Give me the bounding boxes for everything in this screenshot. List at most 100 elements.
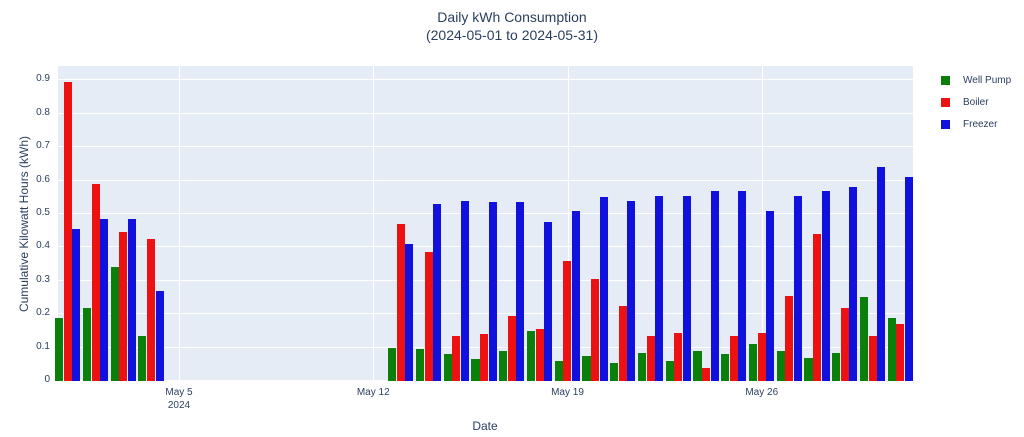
bar-boiler-may-14[interactable] bbox=[424, 252, 433, 381]
bar-freezer-may-25[interactable] bbox=[738, 191, 747, 381]
bar-freezer-may-1[interactable] bbox=[72, 229, 81, 381]
x-axis-title: Date bbox=[472, 419, 498, 433]
bar-freezer-may-20[interactable] bbox=[599, 197, 608, 381]
gridline-horizontal bbox=[58, 246, 913, 248]
bar-well-pump-may-26[interactable] bbox=[748, 344, 758, 381]
bar-well-pump-may-17[interactable] bbox=[499, 351, 508, 381]
bar-boiler-may-23[interactable] bbox=[674, 333, 683, 381]
legend-swatch-well-pump bbox=[941, 75, 950, 85]
y-tick-label: 0.4 bbox=[36, 240, 50, 252]
bar-freezer-may-30[interactable] bbox=[877, 167, 886, 381]
legend-item-freezer[interactable]: Freezer bbox=[941, 113, 1011, 135]
bar-freezer-may-28[interactable] bbox=[821, 191, 830, 381]
plot-area[interactable] bbox=[55, 66, 913, 381]
bar-freezer-may-22[interactable] bbox=[655, 196, 664, 381]
bar-freezer-may-17[interactable] bbox=[516, 202, 525, 381]
y-tick-label: 0.3 bbox=[36, 273, 50, 285]
bar-well-pump-may-4[interactable] bbox=[138, 336, 147, 381]
bar-boiler-may-3[interactable] bbox=[119, 232, 128, 381]
chart-title-line1: Daily kWh Consumption bbox=[437, 9, 587, 25]
bar-well-pump-may-21[interactable] bbox=[610, 363, 619, 381]
bar-freezer-may-16[interactable] bbox=[488, 202, 497, 381]
bar-boiler-may-16[interactable] bbox=[480, 334, 489, 381]
bar-boiler-may-25[interactable] bbox=[729, 336, 738, 381]
legend: Well Pump Boiler Freezer bbox=[941, 69, 1011, 135]
bar-freezer-may-31[interactable] bbox=[904, 177, 913, 381]
bar-freezer-may-13[interactable] bbox=[405, 244, 414, 381]
bar-well-pump-may-20[interactable] bbox=[582, 356, 591, 381]
bar-well-pump-may-15[interactable] bbox=[443, 354, 452, 381]
bar-well-pump-may-16[interactable] bbox=[471, 359, 480, 381]
bar-boiler-may-20[interactable] bbox=[591, 279, 600, 381]
bar-well-pump-may-28[interactable] bbox=[804, 358, 813, 381]
legend-swatch-freezer bbox=[941, 119, 950, 129]
bar-well-pump-may-19[interactable] bbox=[554, 361, 563, 381]
bar-boiler-may-17[interactable] bbox=[507, 316, 516, 381]
bar-well-pump-may-14[interactable] bbox=[415, 349, 425, 381]
legend-item-well-pump[interactable]: Well Pump bbox=[941, 69, 1011, 91]
bar-freezer-may-29[interactable] bbox=[849, 187, 858, 381]
bar-boiler-may-1[interactable] bbox=[63, 82, 72, 381]
bar-boiler-may-19[interactable] bbox=[563, 261, 572, 381]
bar-boiler-may-22[interactable] bbox=[646, 336, 655, 381]
bar-boiler-may-24[interactable] bbox=[702, 368, 711, 381]
y-tick-label: 0.8 bbox=[36, 106, 50, 118]
bar-freezer-may-21[interactable] bbox=[627, 201, 636, 381]
gridline-horizontal bbox=[58, 146, 913, 148]
y-tick-label: 0.5 bbox=[36, 207, 50, 218]
bar-well-pump-may-31[interactable] bbox=[887, 318, 896, 381]
legend-label-well-pump: Well Pump bbox=[963, 74, 1012, 86]
bar-boiler-may-31[interactable] bbox=[896, 324, 905, 381]
bar-freezer-may-4[interactable] bbox=[155, 291, 164, 381]
bar-boiler-may-18[interactable] bbox=[535, 329, 544, 381]
bar-well-pump-may-1[interactable] bbox=[55, 318, 64, 381]
bar-freezer-may-2[interactable] bbox=[100, 219, 109, 381]
bar-boiler-may-2[interactable] bbox=[91, 184, 100, 381]
bar-freezer-may-24[interactable] bbox=[710, 191, 719, 381]
bar-well-pump-may-2[interactable] bbox=[82, 308, 92, 381]
bar-boiler-may-26[interactable] bbox=[757, 333, 766, 381]
bar-boiler-may-4[interactable] bbox=[146, 239, 156, 381]
bar-well-pump-may-23[interactable] bbox=[665, 361, 674, 381]
bar-freezer-may-26[interactable] bbox=[766, 211, 775, 381]
bar-freezer-may-14[interactable] bbox=[433, 204, 442, 381]
legend-swatch-boiler bbox=[941, 97, 950, 107]
bar-well-pump-may-24[interactable] bbox=[693, 351, 702, 381]
legend-label-freezer: Freezer bbox=[963, 118, 998, 130]
y-tick-label: 0.2 bbox=[36, 307, 50, 319]
gridline-horizontal bbox=[58, 112, 913, 114]
legend-item-boiler[interactable]: Boiler bbox=[941, 91, 1011, 113]
bar-well-pump-may-25[interactable] bbox=[721, 354, 730, 381]
gridline-horizontal bbox=[58, 179, 913, 181]
bar-well-pump-may-18[interactable] bbox=[526, 331, 536, 381]
y-tick-label: 0.1 bbox=[36, 340, 50, 352]
bar-freezer-may-27[interactable] bbox=[793, 196, 802, 381]
gridline-horizontal bbox=[58, 79, 913, 81]
bar-boiler-may-13[interactable] bbox=[396, 224, 405, 381]
bar-boiler-may-29[interactable] bbox=[840, 308, 849, 381]
bar-boiler-may-21[interactable] bbox=[618, 306, 627, 381]
y-axis-title: Cumulative Kilowatt Hours (kWh) bbox=[17, 135, 31, 313]
chart-title: Daily kWh Consumption (2024-05-01 to 202… bbox=[0, 8, 1024, 44]
bar-boiler-may-15[interactable] bbox=[452, 336, 461, 381]
bar-well-pump-may-30[interactable] bbox=[859, 297, 869, 381]
y-tick-label: 0.6 bbox=[36, 173, 50, 185]
gridline-vertical bbox=[373, 66, 374, 381]
bar-well-pump-may-3[interactable] bbox=[110, 267, 119, 381]
x-tick-label: May 12 bbox=[356, 387, 390, 398]
bar-well-pump-may-22[interactable] bbox=[637, 353, 647, 381]
bar-well-pump-may-13[interactable] bbox=[388, 348, 397, 381]
bar-boiler-may-28[interactable] bbox=[813, 234, 822, 381]
bar-freezer-may-3[interactable] bbox=[127, 219, 136, 381]
bar-boiler-may-27[interactable] bbox=[785, 296, 794, 381]
gridline-horizontal bbox=[58, 313, 913, 315]
bar-freezer-may-18[interactable] bbox=[544, 222, 553, 381]
bar-boiler-may-30[interactable] bbox=[868, 336, 877, 381]
bar-well-pump-may-29[interactable] bbox=[832, 353, 841, 381]
gridline-horizontal bbox=[58, 279, 913, 281]
bar-well-pump-may-27[interactable] bbox=[776, 351, 785, 381]
bar-freezer-may-19[interactable] bbox=[571, 211, 580, 381]
bar-freezer-may-23[interactable] bbox=[682, 196, 691, 381]
x-tick-label: May 19 bbox=[551, 387, 584, 398]
bar-freezer-may-15[interactable] bbox=[460, 201, 469, 381]
